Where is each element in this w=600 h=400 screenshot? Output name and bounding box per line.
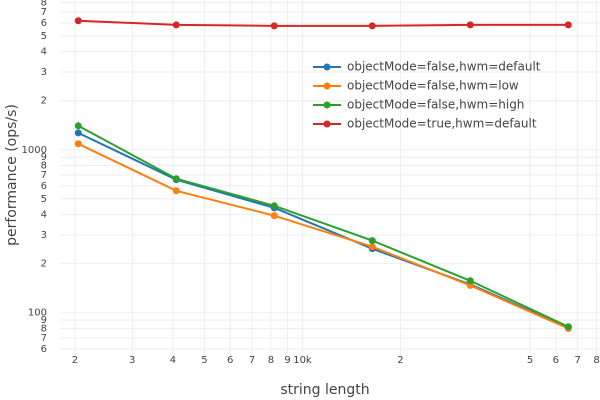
y-tick-label: 100 <box>28 308 47 319</box>
x-tick-label: 8 <box>593 355 599 366</box>
x-tick-label: 2 <box>397 355 403 366</box>
point <box>564 323 572 331</box>
legend-label: objectMode=false,hwm=low <box>347 79 519 93</box>
legend: objectMode=false,hwm=default objectMode=f… <box>313 60 541 131</box>
x-tick-label: 7 <box>249 355 255 366</box>
y-tick-label: 6 <box>41 18 47 29</box>
point <box>172 187 180 195</box>
series-line <box>77 142 569 330</box>
legend-marker <box>323 82 331 90</box>
point <box>368 22 376 30</box>
x-tick-label: 4 <box>170 355 176 366</box>
y-tick-label: 5 <box>41 194 47 205</box>
point <box>270 212 278 220</box>
x-axis-label: string length <box>280 382 369 398</box>
y-tick-label: 8 <box>41 161 47 172</box>
point <box>74 140 82 148</box>
point <box>466 277 474 285</box>
point <box>368 243 376 251</box>
y-tick-label: 6 <box>41 344 47 355</box>
y-axis-label: performance (ops/s) <box>4 104 20 246</box>
legend-marker <box>323 101 331 109</box>
y-tick-label: 8 <box>41 323 47 334</box>
x-tick-label: 3 <box>129 355 135 366</box>
grid <box>60 0 600 355</box>
point <box>74 17 82 25</box>
point <box>368 237 376 245</box>
y-tick-label: 7 <box>41 170 47 181</box>
y-tick-label: 8 <box>41 0 47 9</box>
y-tick-label: 7 <box>41 333 47 344</box>
y-tick-label: 7 <box>41 7 47 18</box>
y-tick-label: 4 <box>41 47 47 58</box>
point <box>172 175 180 183</box>
x-tick-label: 10k <box>293 355 312 366</box>
legend-label: objectMode=false,hwm=default <box>347 60 541 74</box>
x-tick-label: 6 <box>553 355 559 366</box>
legend-label: objectMode=false,hwm=high <box>347 98 524 112</box>
point <box>564 21 572 29</box>
y-tick-label: 6 <box>41 181 47 192</box>
series-line <box>78 19 569 27</box>
x-tick-label: 8 <box>268 355 274 366</box>
y-tick-label: 4 <box>41 210 47 221</box>
legend-label: objectMode=true,hwm=default <box>347 117 537 131</box>
y-tick-label: 9 <box>41 315 47 326</box>
y-tick-label: 2 <box>41 96 47 107</box>
point <box>172 21 180 29</box>
legend-marker <box>323 63 331 71</box>
point <box>270 22 278 30</box>
y-tick-label: 2 <box>41 259 47 270</box>
x-tick-label: 6 <box>227 355 233 366</box>
x-tick-label: 9 <box>284 355 290 366</box>
point <box>270 202 278 210</box>
point <box>466 21 474 29</box>
y-tick-label: 1000 <box>22 145 47 156</box>
series-line <box>77 124 569 328</box>
y-tick-label: 3 <box>41 67 47 78</box>
y-tick-label: 3 <box>41 230 47 241</box>
x-tick-label: 2 <box>72 355 78 366</box>
x-tick-label: 5 <box>527 355 533 366</box>
y-tick-label: 5 <box>41 31 47 42</box>
y-tick-label: 9 <box>41 152 47 163</box>
x-tick-label: 5 <box>201 355 207 366</box>
legend-marker <box>323 120 331 128</box>
point <box>74 129 82 137</box>
x-tick-label: 7 <box>574 355 580 366</box>
point <box>74 122 82 130</box>
